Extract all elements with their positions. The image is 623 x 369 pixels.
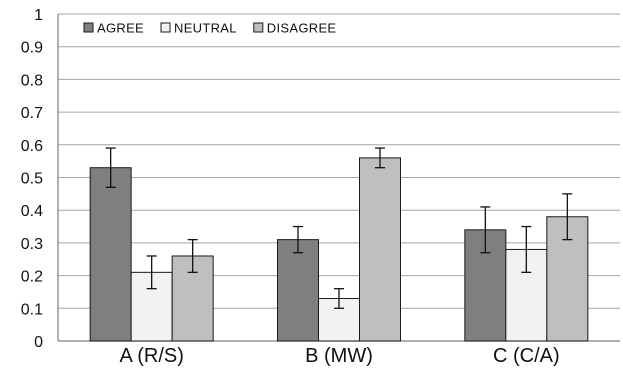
y-tick-label: 0.3 bbox=[21, 236, 43, 253]
y-tick-label: 0.1 bbox=[21, 301, 43, 318]
bars bbox=[89, 157, 589, 342]
bar-agree-2 bbox=[277, 239, 319, 342]
y-tick-label: 0.8 bbox=[21, 72, 43, 89]
legend-label: DISAGREE bbox=[267, 21, 337, 36]
error-bar bbox=[293, 225, 303, 254]
legend-swatch bbox=[83, 22, 94, 33]
error-bar bbox=[375, 147, 385, 169]
error-bar bbox=[562, 193, 573, 241]
y-tick-labels: 0 0.1 0.2 0.3 0.4 0.5 0.6 0.7 0.8 0.9 1 bbox=[21, 7, 43, 351]
y-tick-label: 0.7 bbox=[21, 105, 43, 122]
y-tick-label: 0.2 bbox=[21, 269, 43, 286]
legend-item-agree: AGREE bbox=[83, 21, 144, 36]
legend-item-neutral: NEUTRAL bbox=[160, 21, 237, 36]
bar-disagree-2 bbox=[359, 157, 401, 342]
y-tick-label: 0.9 bbox=[21, 40, 43, 57]
error-bar bbox=[187, 238, 198, 273]
error-bars bbox=[105, 147, 573, 309]
y-tick-label: 0.4 bbox=[21, 203, 43, 220]
x-category-label: B (MW) bbox=[305, 345, 373, 367]
error-bar bbox=[334, 288, 344, 309]
error-bar bbox=[480, 206, 491, 254]
error-bar bbox=[146, 255, 157, 290]
error-bar bbox=[105, 147, 116, 188]
legend: AGREE NEUTRAL DISAGREE bbox=[83, 21, 337, 36]
bar-agree-1 bbox=[89, 167, 132, 342]
legend-swatch bbox=[253, 22, 264, 33]
legend-swatch bbox=[160, 22, 171, 33]
legend-label: AGREE bbox=[97, 21, 144, 36]
legend-item-disagree: DISAGREE bbox=[253, 21, 337, 36]
y-tick-label: 0.6 bbox=[21, 138, 43, 155]
y-tick-label: 1 bbox=[34, 7, 43, 24]
error-bar bbox=[521, 225, 532, 273]
x-category-label: A (R/S) bbox=[119, 345, 183, 367]
y-tick-label: 0.5 bbox=[21, 171, 43, 188]
x-category-label: C (C/A) bbox=[493, 345, 560, 367]
y-tick-label: 0 bbox=[34, 334, 43, 351]
legend-label: NEUTRAL bbox=[174, 21, 237, 36]
x-category-labels: A (R/S) B (MW) C (C/A) bbox=[119, 345, 559, 367]
